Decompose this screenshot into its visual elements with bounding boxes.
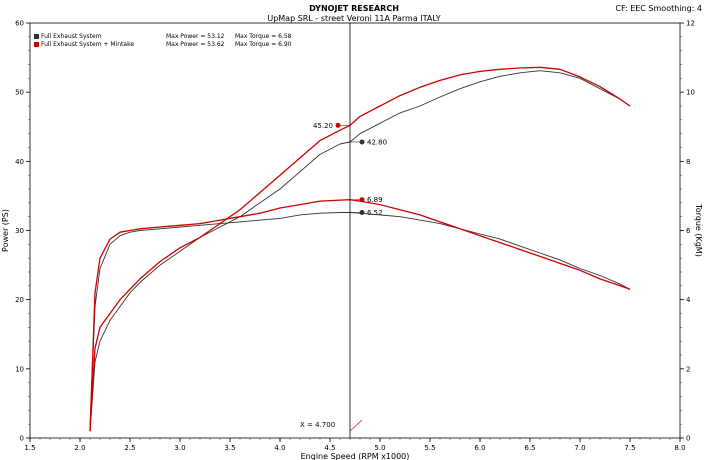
chart-subtitle: UpMap SRL - street Veroni 11A Parma ITAL…: [267, 14, 441, 23]
y-tick-label: 10: [15, 365, 24, 373]
marker-value-label: 42.80: [367, 138, 387, 146]
x-tick-label: 1.5: [24, 444, 35, 452]
y2-tick-label: 8: [686, 158, 690, 166]
x-tick-label: 7.0: [574, 444, 585, 452]
x-tick-label: 6.0: [474, 444, 485, 452]
legend-item-baseline: Full Exhaust System: [34, 33, 102, 40]
y2-tick-label: 0: [686, 435, 690, 443]
y-tick-label: 50: [15, 89, 24, 97]
x-tick-label: 4.0: [274, 444, 285, 452]
y2-tick-label: 2: [686, 365, 690, 373]
legend-label-baseline: Full Exhaust System: [41, 33, 102, 40]
x-tick-label: 4.5: [324, 444, 335, 452]
marker-value-label: 45.20: [313, 122, 333, 130]
cursor-pointer: [349, 419, 363, 432]
marker-value-label: 6.52: [367, 209, 383, 217]
series-line-power-baseline: [89, 70, 631, 432]
y2-tick-label: 10: [686, 89, 695, 97]
marker-dot-power: [335, 122, 341, 128]
x-tick-label: 5.0: [374, 444, 385, 452]
legend-swatch-mintake: [34, 42, 39, 47]
series-lines: [89, 66, 631, 432]
legend-max-torque-baseline: Max Torque = 6.58: [235, 33, 292, 40]
series-line-power-mintake: [89, 66, 631, 432]
legend-max-power-mintake: Max Power = 53.62: [166, 41, 225, 48]
corner-info: CF: EEC Smoothing: 4: [615, 4, 702, 13]
x-tick-label: 2.0: [74, 444, 85, 452]
y-tick-label: 40: [15, 158, 24, 166]
x-tick-label: 7.5: [624, 444, 635, 452]
marker-dot-power: [359, 139, 365, 145]
y2-tick-label: 12: [686, 20, 695, 28]
y-axis-label: Power (PS): [1, 209, 10, 252]
legend-item-mintake: Full Exhaust System + Mintake: [34, 41, 134, 48]
legend-max-power-baseline: Max Power = 53.12: [166, 33, 225, 40]
legend-swatch-baseline: [34, 34, 39, 39]
y-tick-label: 20: [15, 296, 24, 304]
y2-axis-label: Torque (KgM): [694, 203, 703, 257]
y2-tick-label: 4: [686, 296, 691, 304]
legend-max-torque-mintake: Max Torque = 6.90: [235, 41, 292, 48]
marker-dot-torque: [359, 197, 365, 203]
x-tick-label: 5.5: [424, 444, 435, 452]
y-tick-label: 0: [20, 435, 24, 443]
chart-title: DYNOJET RESEARCH: [309, 4, 399, 13]
cursor-markers: X = 4.700 45.20 42.80 6.89 6.52: [300, 23, 387, 438]
y2-tick-label: 6: [686, 227, 691, 235]
series-line-torque-baseline: [89, 212, 631, 432]
x-tick-label: 3.5: [224, 444, 235, 452]
x-tick-label: 2.5: [124, 444, 135, 452]
x-tick-label: 6.5: [524, 444, 535, 452]
axes: 1.5 2.0 2.5 3.0 3.5 4.0 4.5 5.0 5.5 6.0 6.5 7.0 7.5 8…: [1, 20, 703, 460]
y-tick-label: 30: [15, 227, 24, 235]
x-tick-label: 8.0: [674, 444, 685, 452]
series-line-torque-mintake: [89, 199, 631, 432]
marker-dot-torque: [359, 210, 365, 216]
y-tick-label: 60: [15, 20, 24, 28]
x-tick-label: 3.0: [174, 444, 185, 452]
x-axis-label: Engine Speed (RPM x1000): [301, 452, 410, 460]
marker-value-label: 6.89: [367, 196, 383, 204]
cursor-label: X = 4.700: [300, 421, 335, 429]
legend-label-mintake: Full Exhaust System + Mintake: [41, 41, 135, 48]
